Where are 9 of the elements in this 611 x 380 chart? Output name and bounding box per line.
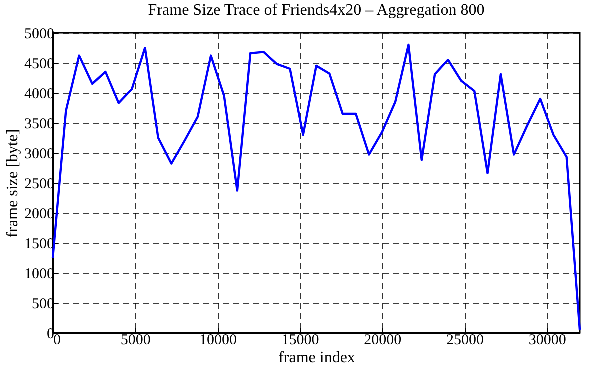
x-tick-label: 20000 — [364, 332, 402, 348]
x-tick-label: 10000 — [199, 332, 237, 348]
y-axis-title: frame size [byte] — [4, 129, 22, 238]
chart-title: Frame Size Trace of Friends4x20 – Aggregation 800 — [148, 2, 485, 19]
x-tick-label: 25000 — [446, 332, 484, 348]
x-axis-title: frame index — [278, 350, 356, 366]
x-tick-label: 15000 — [282, 332, 320, 348]
x-tick-label: 30000 — [528, 332, 566, 348]
x-tick-label: 5000 — [120, 332, 151, 348]
